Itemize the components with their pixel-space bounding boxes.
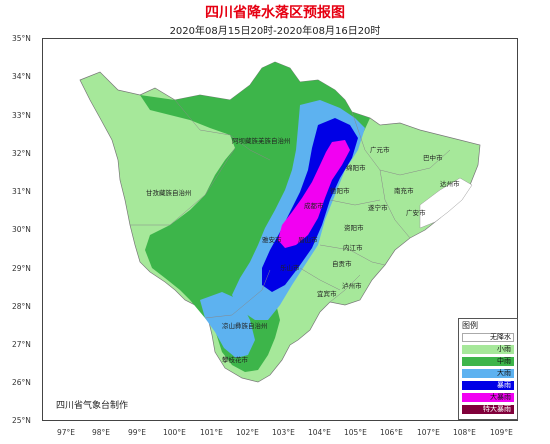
map-title: 四川省降水落区预报图 <box>205 5 345 21</box>
lon-tick: 108°E <box>453 428 476 437</box>
heavy-rain-southwest <box>200 292 255 358</box>
city-label: 眉山市 <box>298 235 318 244</box>
prefecture-boundaries <box>130 99 451 319</box>
lon-tick: 100°E <box>163 428 186 437</box>
legend-item: 特大暴雨 <box>462 404 517 415</box>
lon-tick: 102°E <box>236 428 259 437</box>
city-label: 自贡市 <box>332 259 352 268</box>
city-label: 乐山市 <box>280 263 300 272</box>
city-label: 成都市 <box>304 201 324 210</box>
legend-label: 中雨 <box>497 357 511 365</box>
city-label: 广安市 <box>406 208 426 217</box>
city-label: 雅安市 <box>262 235 282 244</box>
torrential-rain-zone <box>278 140 350 248</box>
lon-tick: 98°E <box>92 428 111 437</box>
lon-tick: 105°E <box>344 428 367 437</box>
city-label: 巴中市 <box>423 153 443 162</box>
lat-tick: 32°N <box>12 149 31 158</box>
city-label: 宜宾市 <box>317 289 337 298</box>
legend-label: 大暴雨 <box>490 393 511 401</box>
map-subtitle: 2020年08月15日20时-2020年08月16日20时 <box>169 26 381 37</box>
lon-tick: 104°E <box>308 428 331 437</box>
city-label: 甘孜藏族自治州 <box>146 188 192 197</box>
legend-label: 暴雨 <box>497 381 511 389</box>
legend-label: 大雨 <box>497 369 511 377</box>
legend-label: 特大暴雨 <box>483 405 511 413</box>
legend-item: 大暴雨 <box>462 392 517 403</box>
legend-swatch <box>462 345 514 354</box>
city-label: 南充市 <box>394 186 414 195</box>
legend-item: 小雨 <box>462 344 517 355</box>
lon-tick: 99°E <box>128 428 147 437</box>
lon-tick: 107°E <box>417 428 440 437</box>
lat-tick: 31°N <box>12 187 31 196</box>
city-label: 广元市 <box>370 145 390 154</box>
lat-tick: 28°N <box>12 302 31 311</box>
city-label: 绵阳市 <box>346 163 366 172</box>
lat-tick: 27°N <box>12 340 31 349</box>
lat-tick: 25°N <box>12 416 31 425</box>
city-label: 攀枝花市 <box>222 355 249 364</box>
lon-tick: 109°E <box>490 428 513 437</box>
legend-swatch <box>462 357 514 366</box>
lat-tick: 34°N <box>12 72 31 81</box>
city-label: 阿坝藏族羌族自治州 <box>232 136 291 145</box>
legend-label: 小雨 <box>497 345 511 353</box>
lat-tick: 29°N <box>12 264 31 273</box>
legend-label: 无降水 <box>490 333 511 341</box>
legend-item: 暴雨 <box>462 380 517 391</box>
legend-item: 无降水 <box>462 332 517 343</box>
lon-tick: 106°E <box>380 428 403 437</box>
city-label: 泸州市 <box>342 281 362 290</box>
lat-tick: 33°N <box>12 111 31 120</box>
city-label: 内江市 <box>343 243 363 252</box>
map-credit: 四川省气象台制作 <box>56 401 129 411</box>
lon-tick: 103°E <box>272 428 295 437</box>
legend-swatch <box>462 405 514 414</box>
lat-tick: 30°N <box>12 225 31 234</box>
legend-item: 大雨 <box>462 368 517 379</box>
lon-tick: 97°E <box>57 428 76 437</box>
legend-title: 图例 <box>462 321 478 330</box>
lat-tick: 35°N <box>12 34 31 43</box>
legend-item: 中雨 <box>462 356 517 367</box>
city-label: 遂宁市 <box>368 203 388 212</box>
city-label: 德阳市 <box>330 186 350 195</box>
legend-swatch <box>462 393 514 402</box>
lon-tick: 101°E <box>200 428 223 437</box>
legend-swatch <box>462 333 514 342</box>
legend-swatch <box>462 381 514 390</box>
no-rain-zone <box>419 177 473 229</box>
lat-tick: 26°N <box>12 378 31 387</box>
city-label: 资阳市 <box>344 223 364 232</box>
city-label: 凉山彝族自治州 <box>222 321 268 330</box>
legend-swatch <box>462 369 514 378</box>
map-legend: 图例 无降水 小雨 中雨 大雨 暴雨 大暴雨 特大暴雨 <box>458 318 518 420</box>
city-label: 达州市 <box>440 179 460 188</box>
